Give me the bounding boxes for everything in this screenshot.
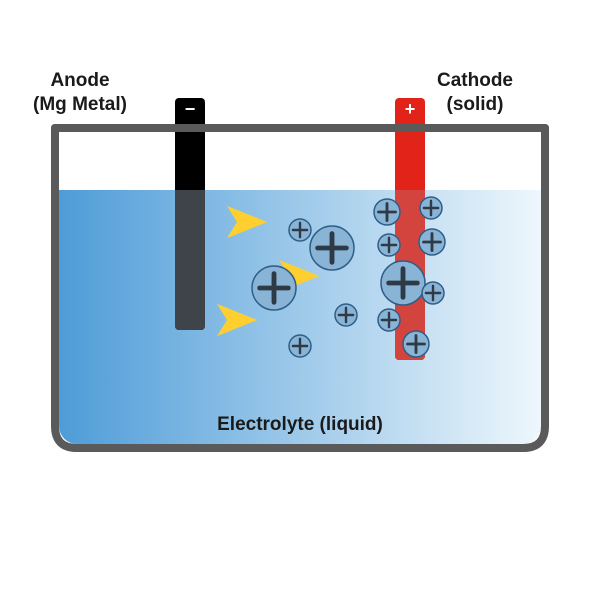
- ion: [403, 331, 429, 357]
- ion: [422, 282, 444, 304]
- ion: [419, 229, 445, 255]
- anode-label: Anode (Mg Metal): [10, 69, 150, 117]
- ion: [289, 335, 311, 357]
- anode-sign-icon: −: [185, 99, 196, 119]
- ion: [378, 309, 400, 331]
- ion: [378, 234, 400, 256]
- ion: [252, 266, 296, 310]
- ion: [310, 226, 354, 270]
- ion: [374, 199, 400, 225]
- cathode-label: Cathode (solid): [415, 69, 535, 117]
- electrolyte-label: Electrolyte (liquid): [170, 413, 430, 437]
- cathode-sign-icon: +: [405, 99, 416, 119]
- ion: [420, 197, 442, 219]
- ion: [381, 261, 425, 305]
- ion: [335, 304, 357, 326]
- diagram-stage: − + Anode (Mg Metal) Cathode (solid) Ele…: [0, 0, 600, 600]
- ion: [289, 219, 311, 241]
